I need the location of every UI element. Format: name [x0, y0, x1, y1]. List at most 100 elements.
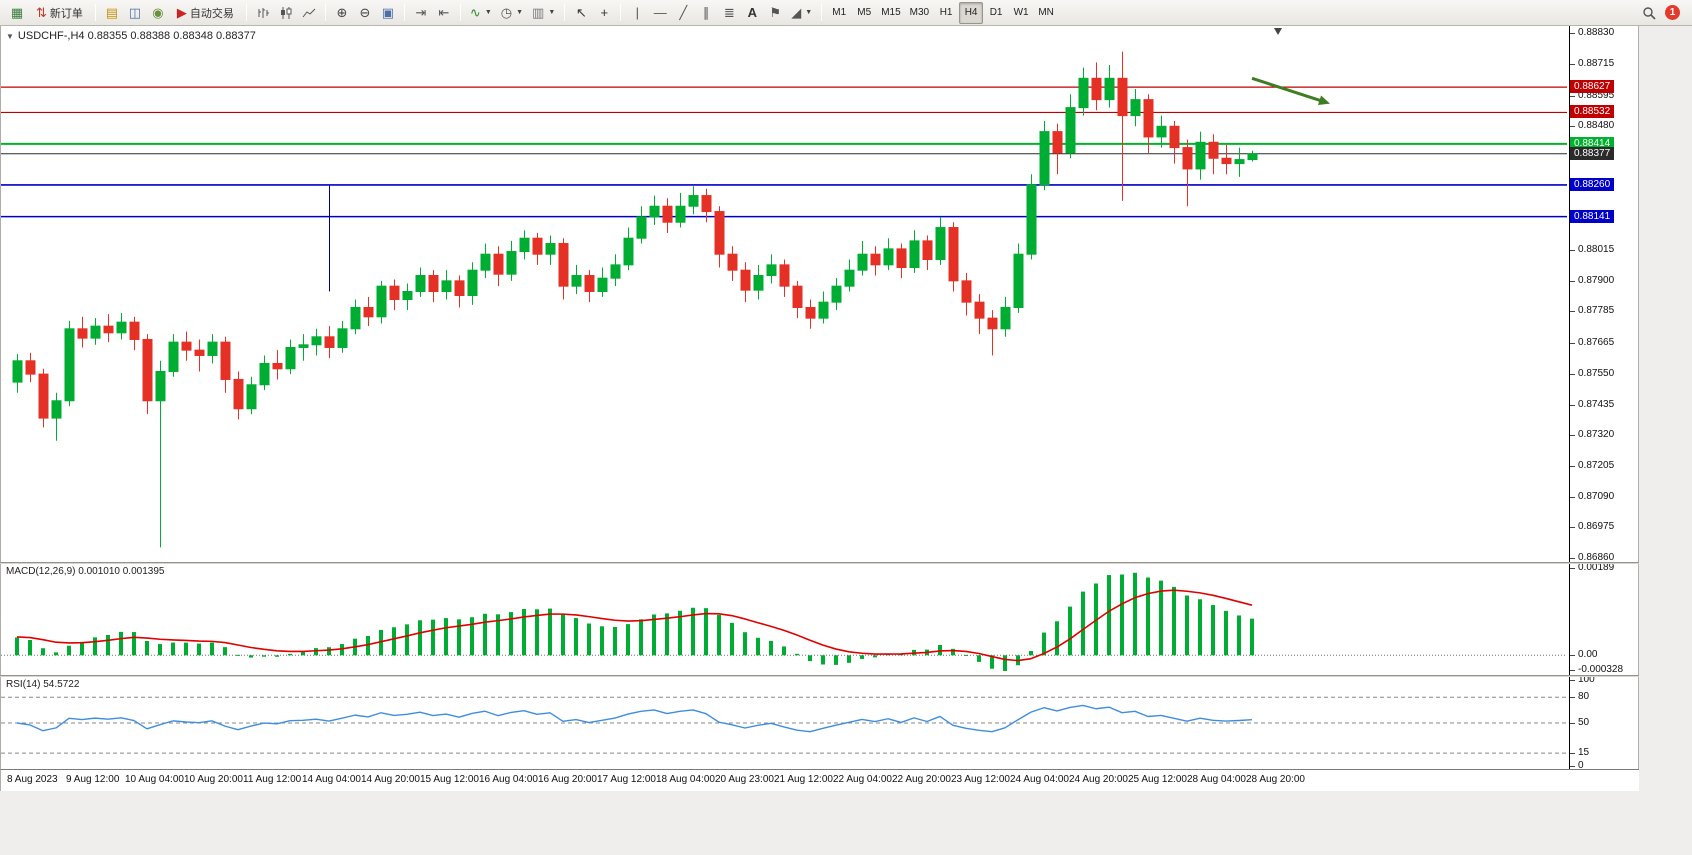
- panel-splitter[interactable]: [0, 562, 1639, 564]
- zoom-in-icon: ⊕: [336, 5, 348, 20]
- rsi-axis-tick: [1570, 680, 1575, 681]
- shapes-button[interactable]: ◢ ▼: [787, 2, 816, 24]
- time-axis-label: 16 Aug 20:00: [538, 774, 597, 785]
- chart-shift-button[interactable]: ⇤: [433, 2, 455, 24]
- chart-shift-icon: ⇤: [438, 5, 450, 20]
- y-axis-label: 0.88830: [1578, 27, 1615, 38]
- new-order-icon: ⇅: [36, 5, 47, 20]
- toolbar-separator: [94, 4, 96, 21]
- auto-scroll-button[interactable]: ⇥: [410, 2, 432, 24]
- line-chart-button[interactable]: [298, 2, 320, 24]
- y-axis-label: 0.87090: [1578, 490, 1615, 502]
- main-price-chart[interactable]: [1, 26, 1570, 562]
- y-axis-tick: [1570, 33, 1575, 34]
- crosshair-button[interactable]: +: [593, 2, 615, 24]
- time-axis[interactable]: 8 Aug 2023 9 Aug 12:00 10 Aug 04:00 10 Aug …: [0, 769, 1639, 791]
- zoom-out-button[interactable]: ⊖: [354, 2, 376, 24]
- y-axis-label: 0.87785: [1578, 305, 1615, 317]
- channel-icon: ∥: [703, 5, 710, 20]
- time-axis-label: 8 Aug 2023: [7, 774, 58, 785]
- y-axis-label: 0.88480: [1578, 120, 1615, 132]
- time-axis-label: 9 Aug 12:00: [66, 774, 120, 785]
- macd-axis-label: -0.000328: [1578, 664, 1624, 676]
- zoom-in-button[interactable]: ⊕: [331, 2, 353, 24]
- notification-count: 1: [1669, 7, 1676, 18]
- vertical-line-icon: |: [635, 5, 639, 20]
- macd-axis-tick: [1570, 670, 1575, 672]
- y-axis-label: 0.88595: [1578, 89, 1615, 101]
- timeframe-m1-button[interactable]: M1: [832, 7, 847, 18]
- timeframe-m5-button[interactable]: M5: [857, 7, 872, 18]
- time-axis-label: 10 Aug 04:00: [125, 774, 184, 785]
- collapse-triangle-icon[interactable]: ▼: [6, 31, 14, 41]
- y-axis-tick: [1570, 374, 1575, 376]
- toolbar-separator: [564, 4, 566, 21]
- time-axis-label: 28 Aug 20:00: [1246, 774, 1305, 785]
- y-axis-tick: [1570, 126, 1575, 128]
- market-watch-button[interactable]: ▤: [101, 2, 123, 24]
- periods-button[interactable]: ◷ ▼: [497, 2, 527, 24]
- y-axis-label: 0.88015: [1578, 244, 1615, 256]
- panel-splitter[interactable]: [0, 675, 1639, 677]
- notification-badge[interactable]: 1: [1665, 5, 1680, 20]
- timeframe-d1-button[interactable]: D1: [989, 7, 1003, 18]
- trendline-button[interactable]: ╱: [672, 2, 694, 24]
- rsi-indicator-panel[interactable]: [1, 677, 1570, 769]
- new-order-label: 新订单: [49, 7, 83, 20]
- macd-indicator-panel[interactable]: [1, 564, 1570, 675]
- y-axis-label: 0.87435: [1578, 398, 1615, 410]
- chart-window[interactable]: [0, 26, 1569, 769]
- time-axis-label: 24 Aug 04:00: [1010, 774, 1069, 785]
- rsi-label: RSI(14) 54.5722: [6, 679, 80, 690]
- data-window-button[interactable]: ◫: [124, 2, 146, 24]
- timeframe-h1-button[interactable]: H1: [939, 7, 953, 18]
- y-axis-tick: [1570, 343, 1575, 345]
- candlestick-chart-icon: [280, 6, 292, 19]
- search-button[interactable]: [1638, 2, 1660, 24]
- rsi-axis-tick: [1570, 723, 1575, 724]
- market-watch-icon: ▤: [105, 5, 119, 20]
- timeframe-w1-button[interactable]: W1: [1013, 7, 1029, 18]
- y-axis-tick: [1570, 558, 1575, 559]
- indicators-button[interactable]: ∿ ▼: [466, 2, 496, 24]
- time-axis-label: 21 Aug 12:00: [774, 774, 833, 785]
- time-axis-label: 16 Aug 04:00: [479, 774, 538, 785]
- price-line-label: 0.88414: [1570, 136, 1615, 150]
- horizontal-line-button[interactable]: ―: [649, 2, 671, 24]
- new-order-button[interactable]: ⇅ 新订单: [29, 2, 90, 24]
- horizontal-line-icon: ―: [653, 5, 667, 20]
- new-chart-button[interactable]: ▦: [6, 2, 28, 24]
- fibonacci-button[interactable]: ≣: [718, 2, 740, 24]
- channel-button[interactable]: ∥: [695, 2, 717, 24]
- auto-trading-button[interactable]: ▶ 自动交易: [170, 2, 241, 24]
- zoom-out-icon: ⊖: [359, 5, 371, 20]
- rsi-axis-tick: [1570, 753, 1575, 755]
- macd-axis-tick: [1570, 568, 1575, 569]
- shapes-icon: ◢: [791, 5, 802, 20]
- chart-title: ▼ USDCHF-,H4 0.88355 0.88388 0.88348 0.8…: [6, 30, 256, 42]
- bar-chart-button[interactable]: [252, 2, 274, 24]
- vertical-line-button[interactable]: |: [626, 2, 648, 24]
- time-axis-label: 18 Aug 04:00: [656, 774, 715, 785]
- y-axis-tick: [1570, 527, 1575, 529]
- label-button[interactable]: ⚑: [764, 2, 786, 24]
- text-button[interactable]: A: [741, 2, 763, 24]
- timeframe-m30-button[interactable]: M30: [909, 7, 930, 18]
- y-axis-label: 0.88715: [1578, 57, 1615, 69]
- template-icon: ▥: [532, 5, 545, 20]
- templates-button[interactable]: ▥ ▼: [528, 2, 559, 24]
- navigator-button[interactable]: ◉: [147, 2, 169, 24]
- timeframe-mn-button[interactable]: MN: [1038, 7, 1054, 18]
- timeframe-h4-button[interactable]: H4: [959, 1, 984, 24]
- candlestick-chart-button[interactable]: [275, 2, 297, 24]
- price-line-label: 0.88532: [1570, 105, 1615, 119]
- cursor-button[interactable]: ↖: [570, 2, 592, 24]
- tile-windows-button[interactable]: ▣: [377, 2, 399, 24]
- search-icon: [1643, 6, 1656, 20]
- macd-axis-label: 0.00: [1578, 649, 1598, 661]
- rsi-axis-label: 0: [1578, 760, 1584, 771]
- window-bottom-margin: [0, 791, 1692, 855]
- timeframe-m15-button[interactable]: M15: [881, 7, 901, 18]
- toolbar-separator: [245, 4, 247, 21]
- data-window-icon: ◫: [128, 5, 142, 20]
